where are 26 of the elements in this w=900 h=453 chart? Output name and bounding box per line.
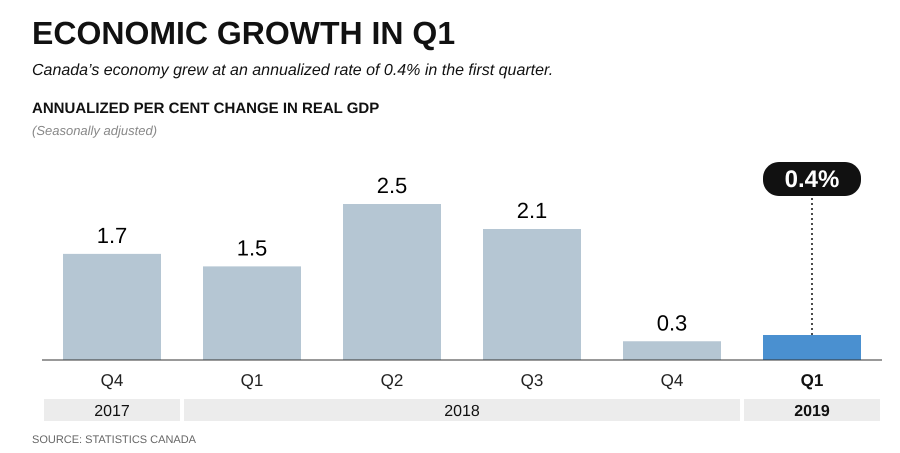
source-note: SOURCE: STATISTICS CANADA [32, 434, 197, 446]
text: 2019 [794, 403, 830, 420]
data-label: 1.5 [236, 235, 268, 260]
text: 2018 [444, 403, 480, 420]
chart-subtitle: Canada’s economy grew at an annualized rate of 0.4% in the first quarter. [32, 62, 554, 79]
x-tick-label: Q1 [240, 371, 264, 390]
bar [623, 341, 721, 360]
bar [343, 204, 441, 360]
text: 2017 [94, 403, 130, 420]
data-label: 2.1 [516, 198, 548, 223]
text: 0.4% [784, 166, 840, 193]
x-tick-label: Q3 [520, 371, 544, 390]
bar [63, 254, 161, 360]
x-tick-label: Q4 [100, 371, 124, 390]
data-label: 2.5 [376, 173, 408, 198]
x-tick-label: Q1 [800, 371, 824, 390]
text: (Seasonally adjusted) [32, 123, 158, 138]
x-tick-label: Q4 [660, 371, 684, 390]
text: ANNUALIZED PER CENT CHANGE IN REAL GDP [32, 100, 380, 117]
bar [763, 335, 861, 360]
bar [483, 228, 581, 360]
chart-title: ECONOMIC GROWTH IN Q1 [32, 15, 456, 51]
data-label: 1.7 [96, 222, 128, 248]
data-label: 0.3 [656, 310, 688, 336]
bar [203, 266, 301, 360]
x-tick-label: Q2 [380, 371, 404, 390]
